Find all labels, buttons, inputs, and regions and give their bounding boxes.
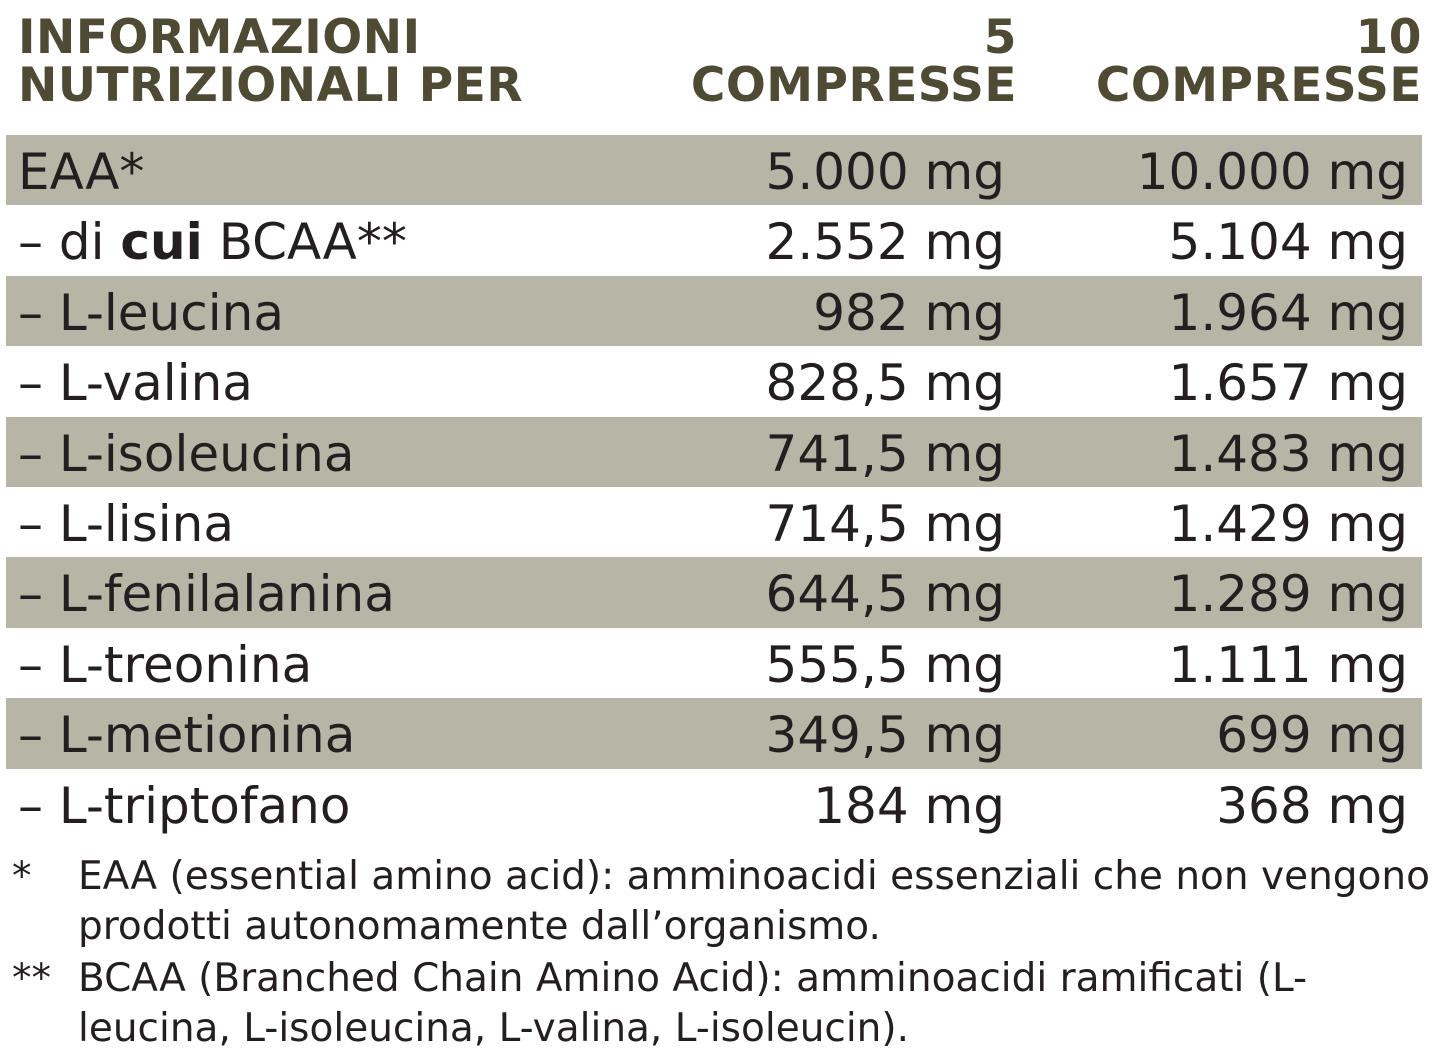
row-name: – di cui BCAA** — [18, 207, 407, 277]
footnote-mark: ** — [12, 956, 51, 1001]
row-name: – L-valina — [18, 354, 253, 413]
footnote-mark: * — [12, 854, 32, 899]
row-name: – L-isoleucina — [18, 424, 355, 483]
row-value-5: 828,5 mg — [765, 354, 1005, 413]
row-value-10: 5.104 mg — [1168, 213, 1408, 272]
row-name-suffix: BCAA** — [202, 213, 407, 272]
footnote-text: BCAA (Branched Chain Amino Acid): ammino… — [78, 956, 1308, 1051]
row-value-10: 699 mg — [1216, 706, 1408, 765]
row-value-5: 5.000 mg — [765, 143, 1005, 201]
table-header: INFORMAZIONI NUTRIZIONALI PER 5 COMPRESS… — [18, 14, 1422, 118]
row-value-10: 368 mg — [1216, 776, 1408, 835]
table-row: – L-metionina 349,5 mg 699 mg — [6, 698, 1422, 769]
table-row: – L-fenilalanina 644,5 mg 1.289 mg — [6, 557, 1422, 628]
row-name: – L-metionina — [18, 706, 356, 765]
row-name: – L-lisina — [18, 494, 234, 553]
table-row: – L-valina 828,5 mg 1.657 mg — [6, 346, 1422, 416]
table-row: EAA* 5.000 mg 10.000 mg — [6, 135, 1422, 206]
row-name-bold: cui — [120, 213, 203, 272]
nutrition-table: EAA* 5.000 mg 10.000 mg – di cui BCAA** … — [6, 135, 1422, 839]
header-label: INFORMAZIONI NUTRIZIONALI PER — [18, 10, 524, 113]
footnote-bcaa: ** BCAA (Branched Chain Amino Acid): amm… — [12, 954, 1437, 1054]
table-row: – L-leucina 982 mg 1.964 mg — [6, 275, 1422, 347]
row-name: – L-fenilalanina — [18, 565, 395, 624]
row-value-5: 555,5 mg — [765, 635, 1005, 694]
row-value-5: 982 mg — [813, 283, 1005, 342]
table-row: – L-triptofano 184 mg 368 mg — [6, 769, 1422, 839]
row-value-10: 1.429 mg — [1168, 494, 1408, 553]
row-value-10: 1.657 mg — [1168, 354, 1408, 413]
header-col-10-compresse: 10 COMPRESSE — [1095, 10, 1422, 113]
row-name: – L-treonina — [18, 635, 313, 694]
row-name: EAA* — [18, 143, 145, 201]
footnote-eaa: * EAA (essential amino acid): amminoacid… — [12, 852, 1437, 952]
row-value-5: 714,5 mg — [765, 494, 1005, 553]
row-name: – L-leucina — [18, 283, 284, 342]
row-value-10: 10.000 mg — [1136, 143, 1408, 201]
row-value-5: 2.552 mg — [765, 213, 1005, 272]
table-row: – di cui BCAA** 2.552 mg 5.104 mg — [6, 205, 1422, 275]
row-value-5: 184 mg — [813, 776, 1005, 835]
row-name-prefix: – di — [18, 213, 121, 272]
table-row: – L-isoleucina 741,5 mg 1.483 mg — [6, 416, 1422, 487]
row-value-5: 741,5 mg — [765, 424, 1005, 483]
row-value-5: 349,5 mg — [765, 706, 1005, 765]
row-value-10: 1.289 mg — [1168, 565, 1408, 624]
footnotes: * EAA (essential amino acid): amminoacid… — [12, 852, 1437, 1056]
header-col-5-compresse: 5 COMPRESSE — [690, 10, 1017, 113]
row-value-5: 644,5 mg — [765, 565, 1005, 624]
footnote-text: EAA (essential amino acid): amminoacidi … — [78, 854, 1430, 949]
row-value-10: 1.964 mg — [1168, 283, 1408, 342]
row-name: – L-triptofano — [18, 776, 351, 835]
row-value-10: 1.483 mg — [1168, 424, 1408, 483]
table-row: – L-treonina 555,5 mg 1.111 mg — [6, 628, 1422, 698]
table-row: – L-lisina 714,5 mg 1.429 mg — [6, 487, 1422, 557]
row-value-10: 1.111 mg — [1168, 635, 1408, 694]
